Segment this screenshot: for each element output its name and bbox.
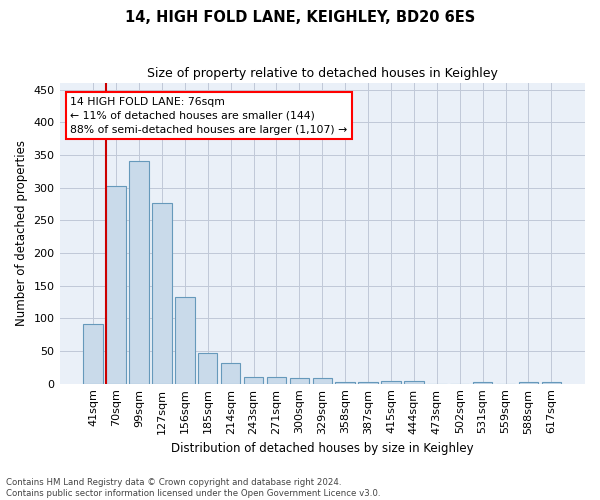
Bar — [290, 378, 309, 384]
Bar — [129, 162, 149, 384]
Bar — [542, 382, 561, 384]
Bar — [473, 382, 493, 384]
Bar — [519, 382, 538, 384]
Y-axis label: Number of detached properties: Number of detached properties — [15, 140, 28, 326]
X-axis label: Distribution of detached houses by size in Keighley: Distribution of detached houses by size … — [171, 442, 473, 455]
Bar — [313, 378, 332, 384]
Bar — [152, 202, 172, 384]
Bar — [267, 377, 286, 384]
Bar — [175, 297, 194, 384]
Bar — [335, 382, 355, 384]
Text: 14, HIGH FOLD LANE, KEIGHLEY, BD20 6ES: 14, HIGH FOLD LANE, KEIGHLEY, BD20 6ES — [125, 10, 475, 25]
Bar — [381, 381, 401, 384]
Bar — [83, 324, 103, 384]
Bar — [404, 381, 424, 384]
Text: Contains HM Land Registry data © Crown copyright and database right 2024.
Contai: Contains HM Land Registry data © Crown c… — [6, 478, 380, 498]
Bar — [198, 353, 217, 384]
Bar — [106, 186, 126, 384]
Text: 14 HIGH FOLD LANE: 76sqm
← 11% of detached houses are smaller (144)
88% of semi-: 14 HIGH FOLD LANE: 76sqm ← 11% of detach… — [70, 96, 347, 134]
Bar — [358, 382, 378, 384]
Bar — [221, 364, 241, 384]
Bar — [244, 377, 263, 384]
Title: Size of property relative to detached houses in Keighley: Size of property relative to detached ho… — [147, 68, 498, 80]
